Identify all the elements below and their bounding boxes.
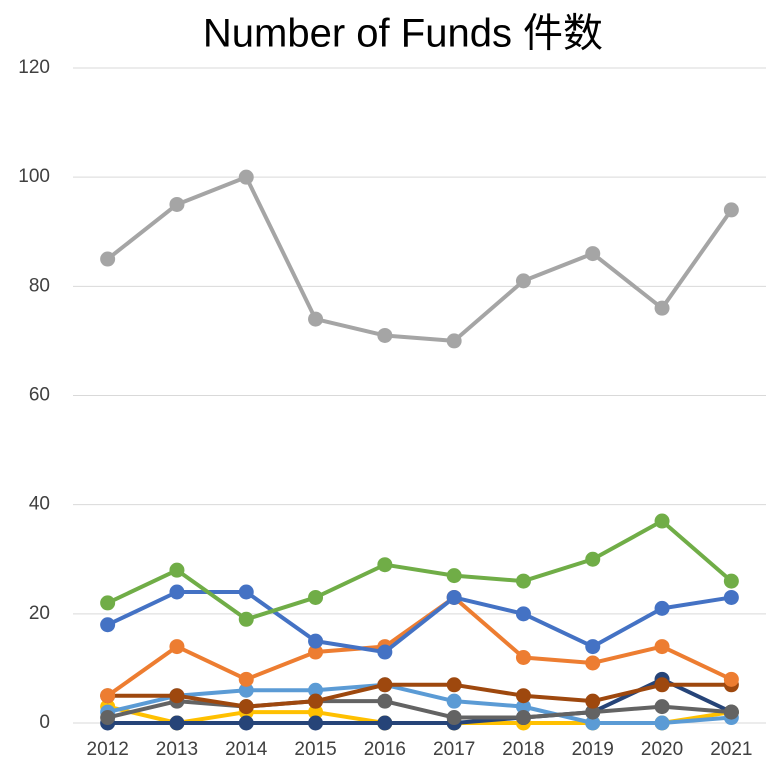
marker: [515, 688, 531, 704]
marker: [308, 589, 324, 605]
marker: [169, 639, 185, 655]
marker: [238, 715, 254, 731]
marker: [169, 715, 185, 731]
marker: [446, 710, 462, 726]
x-tick-label: 2019: [572, 739, 614, 760]
marker: [308, 704, 324, 720]
marker: [377, 715, 393, 731]
marker: [585, 551, 601, 567]
marker: [100, 251, 116, 267]
series-line: [107, 677, 733, 725]
series-line: [107, 682, 732, 725]
marker: [585, 639, 601, 655]
y-tick-label: 120: [18, 57, 50, 78]
marker: [377, 644, 393, 660]
marker: [515, 573, 531, 589]
series-line: [106, 175, 733, 343]
x-tick-label: 2018: [502, 739, 544, 760]
series-line: [106, 590, 732, 655]
marker: [446, 693, 462, 709]
marker: [585, 693, 601, 709]
y-tick-label: 60: [29, 385, 50, 406]
series-line: [107, 699, 732, 720]
marker: [446, 568, 462, 584]
marker: [100, 688, 116, 704]
marker: [238, 699, 254, 715]
marker: [169, 196, 185, 212]
marker: [654, 639, 670, 655]
marker: [169, 584, 185, 600]
marker: [585, 655, 601, 671]
series-line: [106, 595, 733, 698]
series-line: [106, 519, 733, 622]
marker: [654, 699, 670, 715]
x-tick-label: 2017: [433, 739, 475, 760]
x-tick-label: 2015: [294, 739, 336, 760]
y-tick-label: 80: [29, 275, 50, 296]
marker: [515, 273, 531, 289]
marker: [723, 589, 739, 605]
marker: [654, 600, 670, 616]
marker: [654, 715, 670, 731]
marker: [169, 562, 185, 578]
marker: [654, 513, 670, 529]
marker: [238, 584, 254, 600]
marker: [723, 704, 739, 720]
marker: [238, 611, 254, 627]
marker: [377, 327, 393, 343]
marker: [723, 671, 739, 687]
marker: [515, 699, 531, 715]
marker: [238, 682, 254, 698]
marker: [515, 710, 531, 726]
x-tick-label: 2014: [225, 739, 268, 760]
marker: [377, 557, 393, 573]
marker: [308, 644, 324, 660]
marker: [585, 704, 601, 720]
marker: [723, 202, 739, 218]
marker: [308, 311, 324, 327]
series-line: [107, 682, 732, 709]
x-tick-label: 2012: [87, 739, 129, 760]
marker: [515, 606, 531, 622]
marker: [308, 715, 324, 731]
marker: [308, 693, 324, 709]
y-tick-label: 0: [39, 712, 50, 733]
marker: [446, 677, 462, 693]
marker: [654, 300, 670, 316]
marker: [100, 710, 116, 726]
y-tick-label: 20: [29, 603, 50, 624]
x-tick-label: 2020: [641, 739, 683, 760]
marker: [446, 589, 462, 605]
x-tick-label: 2021: [710, 739, 752, 760]
marker: [169, 688, 185, 704]
x-tick-label: 2013: [156, 739, 198, 760]
chart-title: Number of Funds 件数: [203, 12, 603, 56]
marker: [308, 682, 324, 698]
marker: [723, 573, 739, 589]
y-tick-label: 40: [29, 494, 50, 515]
marker: [238, 671, 254, 687]
marker: [377, 677, 393, 693]
marker: [238, 169, 254, 185]
x-tick-label: 2016: [364, 739, 406, 760]
marker: [100, 617, 116, 633]
marker: [100, 595, 116, 611]
marker: [654, 677, 670, 693]
marker: [585, 246, 601, 262]
marker: [446, 333, 462, 349]
marker: [585, 715, 601, 731]
marker: [377, 693, 393, 709]
marker: [515, 650, 531, 665]
marker: [308, 633, 324, 649]
y-tick-label: 100: [18, 166, 50, 187]
